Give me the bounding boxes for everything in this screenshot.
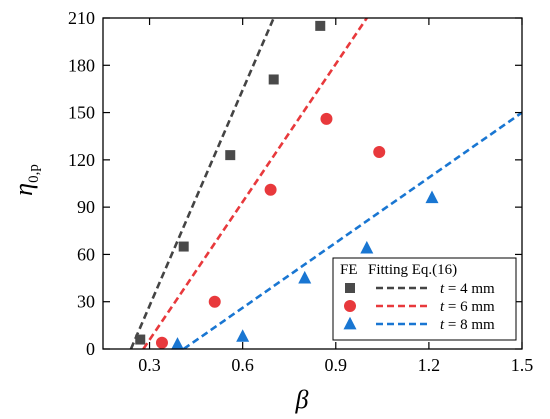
- data-point-triangle: [298, 270, 312, 284]
- y-tick-label: 90: [77, 197, 95, 217]
- legend-marker-square: [345, 283, 355, 293]
- legend-header-fe: FE: [340, 262, 358, 278]
- data-point-square: [178, 241, 189, 252]
- legend-label: t = 8 mm: [440, 317, 495, 333]
- tick-labels: 0.3 0.6 0.9 1.2 1.5 0 30 60 90 120 150 180 210: [68, 8, 533, 375]
- data-point-circle: [155, 336, 168, 349]
- y-tick-label: 120: [68, 150, 95, 170]
- y-tick-label: 150: [68, 103, 95, 123]
- y-tick-label: 210: [68, 8, 95, 28]
- y-axis-label-subscript: 0,p: [26, 164, 42, 183]
- data-point-triangle: [425, 190, 439, 204]
- data-point-circle: [208, 295, 221, 308]
- x-tick-label: 0.9: [325, 355, 348, 375]
- data-point-triangle: [170, 337, 184, 350]
- x-tick-label: 1.5: [511, 355, 534, 375]
- data-markers: [135, 20, 439, 350]
- data-point-circle: [320, 112, 333, 125]
- fit-line: [142, 18, 368, 349]
- data-point-square: [135, 334, 146, 345]
- legend: FE Fitting Eq.(16) t = 4 mm t = 6 mm t = 8…: [332, 257, 517, 341]
- y-tick-label: 0: [86, 339, 95, 359]
- plot-frame: [102, 17, 523, 350]
- legend-label: t = 6 mm: [440, 299, 495, 315]
- data-point-square: [225, 150, 236, 161]
- data-point-square: [315, 20, 326, 31]
- legend-rows: t = 4 mm t = 6 mm t = 8 mm: [343, 281, 495, 333]
- fit-line: [129, 18, 275, 349]
- axis-ticks: [103, 17, 523, 350]
- y-tick-label: 30: [77, 292, 95, 312]
- data-point-triangle: [360, 240, 374, 254]
- y-tick-label: 180: [68, 55, 95, 75]
- x-axis-label: β: [295, 385, 309, 414]
- legend-header-fitting: Fitting Eq.(16): [368, 262, 457, 278]
- y-axis-label: η0,p: [9, 164, 42, 196]
- legend-box: [332, 257, 517, 341]
- x-tick-label: 0.6: [231, 355, 254, 375]
- data-point-circle: [264, 183, 277, 196]
- fit-line: [182, 111, 522, 349]
- legend-marker-triangle: [343, 316, 357, 330]
- legend-marker-circle: [344, 300, 356, 312]
- x-tick-label: 1.2: [418, 355, 441, 375]
- data-point-triangle: [236, 329, 250, 342]
- fit-lines: [129, 18, 522, 349]
- y-tick-label: 60: [77, 244, 95, 264]
- y-axis-label-symbol: η: [9, 183, 38, 196]
- x-tick-label: 0.3: [138, 355, 161, 375]
- legend-label: t = 4 mm: [440, 281, 495, 297]
- data-point-square: [268, 74, 279, 85]
- data-point-circle: [373, 145, 386, 158]
